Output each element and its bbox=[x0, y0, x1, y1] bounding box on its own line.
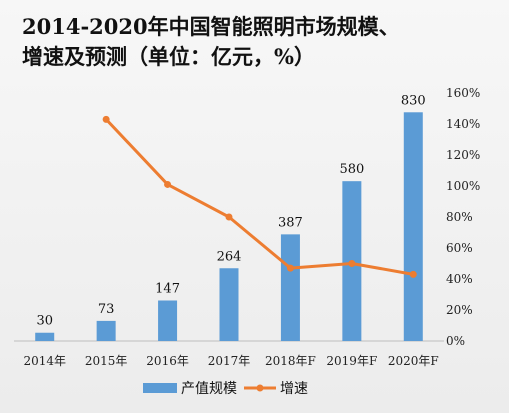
growth-point bbox=[286, 264, 294, 272]
x-tick-label: 2016年 bbox=[146, 354, 189, 368]
bar-data-label: 830 bbox=[401, 93, 426, 108]
x-tick-label: 2018年F bbox=[265, 354, 316, 368]
bar-data-label: 30 bbox=[36, 314, 53, 329]
bar-data-label: 580 bbox=[339, 162, 364, 177]
x-tick-label: 2020年F bbox=[388, 354, 439, 368]
right-y-tick-label: 140% bbox=[446, 117, 480, 131]
bar-data-label: 387 bbox=[278, 215, 303, 230]
chart-title: 2014-2020年中国智能照明市场规模、 增速及预测（单位：亿元，%） bbox=[22, 12, 482, 72]
right-y-tick-label: 40% bbox=[446, 272, 473, 286]
x-tick-label: 2015年 bbox=[85, 354, 128, 368]
bar bbox=[280, 234, 300, 341]
x-tick-label: 2017年 bbox=[208, 354, 251, 368]
chart-title-line2: 增速及预测（单位：亿元，%） bbox=[22, 44, 315, 69]
growth-line bbox=[105, 118, 414, 276]
growth-point bbox=[225, 213, 233, 221]
growth-point bbox=[164, 180, 172, 188]
bar-data-label: 264 bbox=[217, 249, 242, 264]
bar-data-label: 147 bbox=[155, 281, 180, 296]
right-y-tick-label: 0% bbox=[446, 334, 465, 348]
x-tick-label: 2014年 bbox=[23, 354, 66, 368]
right-y-tick-label: 80% bbox=[446, 210, 473, 224]
right-y-tick-label: 160% bbox=[446, 86, 480, 100]
right-y-tick-label: 120% bbox=[446, 148, 480, 162]
right-y-tick-label: 20% bbox=[446, 303, 473, 317]
growth-point bbox=[409, 270, 417, 278]
bar bbox=[158, 300, 178, 341]
chart-title-line1: 2014-2020年中国智能照明市场规模、 bbox=[22, 14, 400, 39]
growth-point bbox=[348, 260, 356, 267]
legend-swatch-bar bbox=[143, 383, 177, 393]
right-y-tick-label: 60% bbox=[446, 241, 473, 255]
x-tick-label: 2019年F bbox=[326, 354, 377, 368]
bar bbox=[219, 268, 239, 341]
legend-marker-line bbox=[256, 384, 264, 392]
bar-data-label: 73 bbox=[98, 302, 115, 317]
right-y-tick-label: 100% bbox=[446, 179, 480, 193]
bar bbox=[96, 320, 116, 341]
legend-label-line: 增速 bbox=[280, 381, 308, 397]
bar bbox=[403, 112, 423, 342]
growth-point bbox=[102, 115, 110, 123]
bar bbox=[35, 332, 55, 341]
legend-label-bar: 产值规模 bbox=[181, 381, 237, 397]
